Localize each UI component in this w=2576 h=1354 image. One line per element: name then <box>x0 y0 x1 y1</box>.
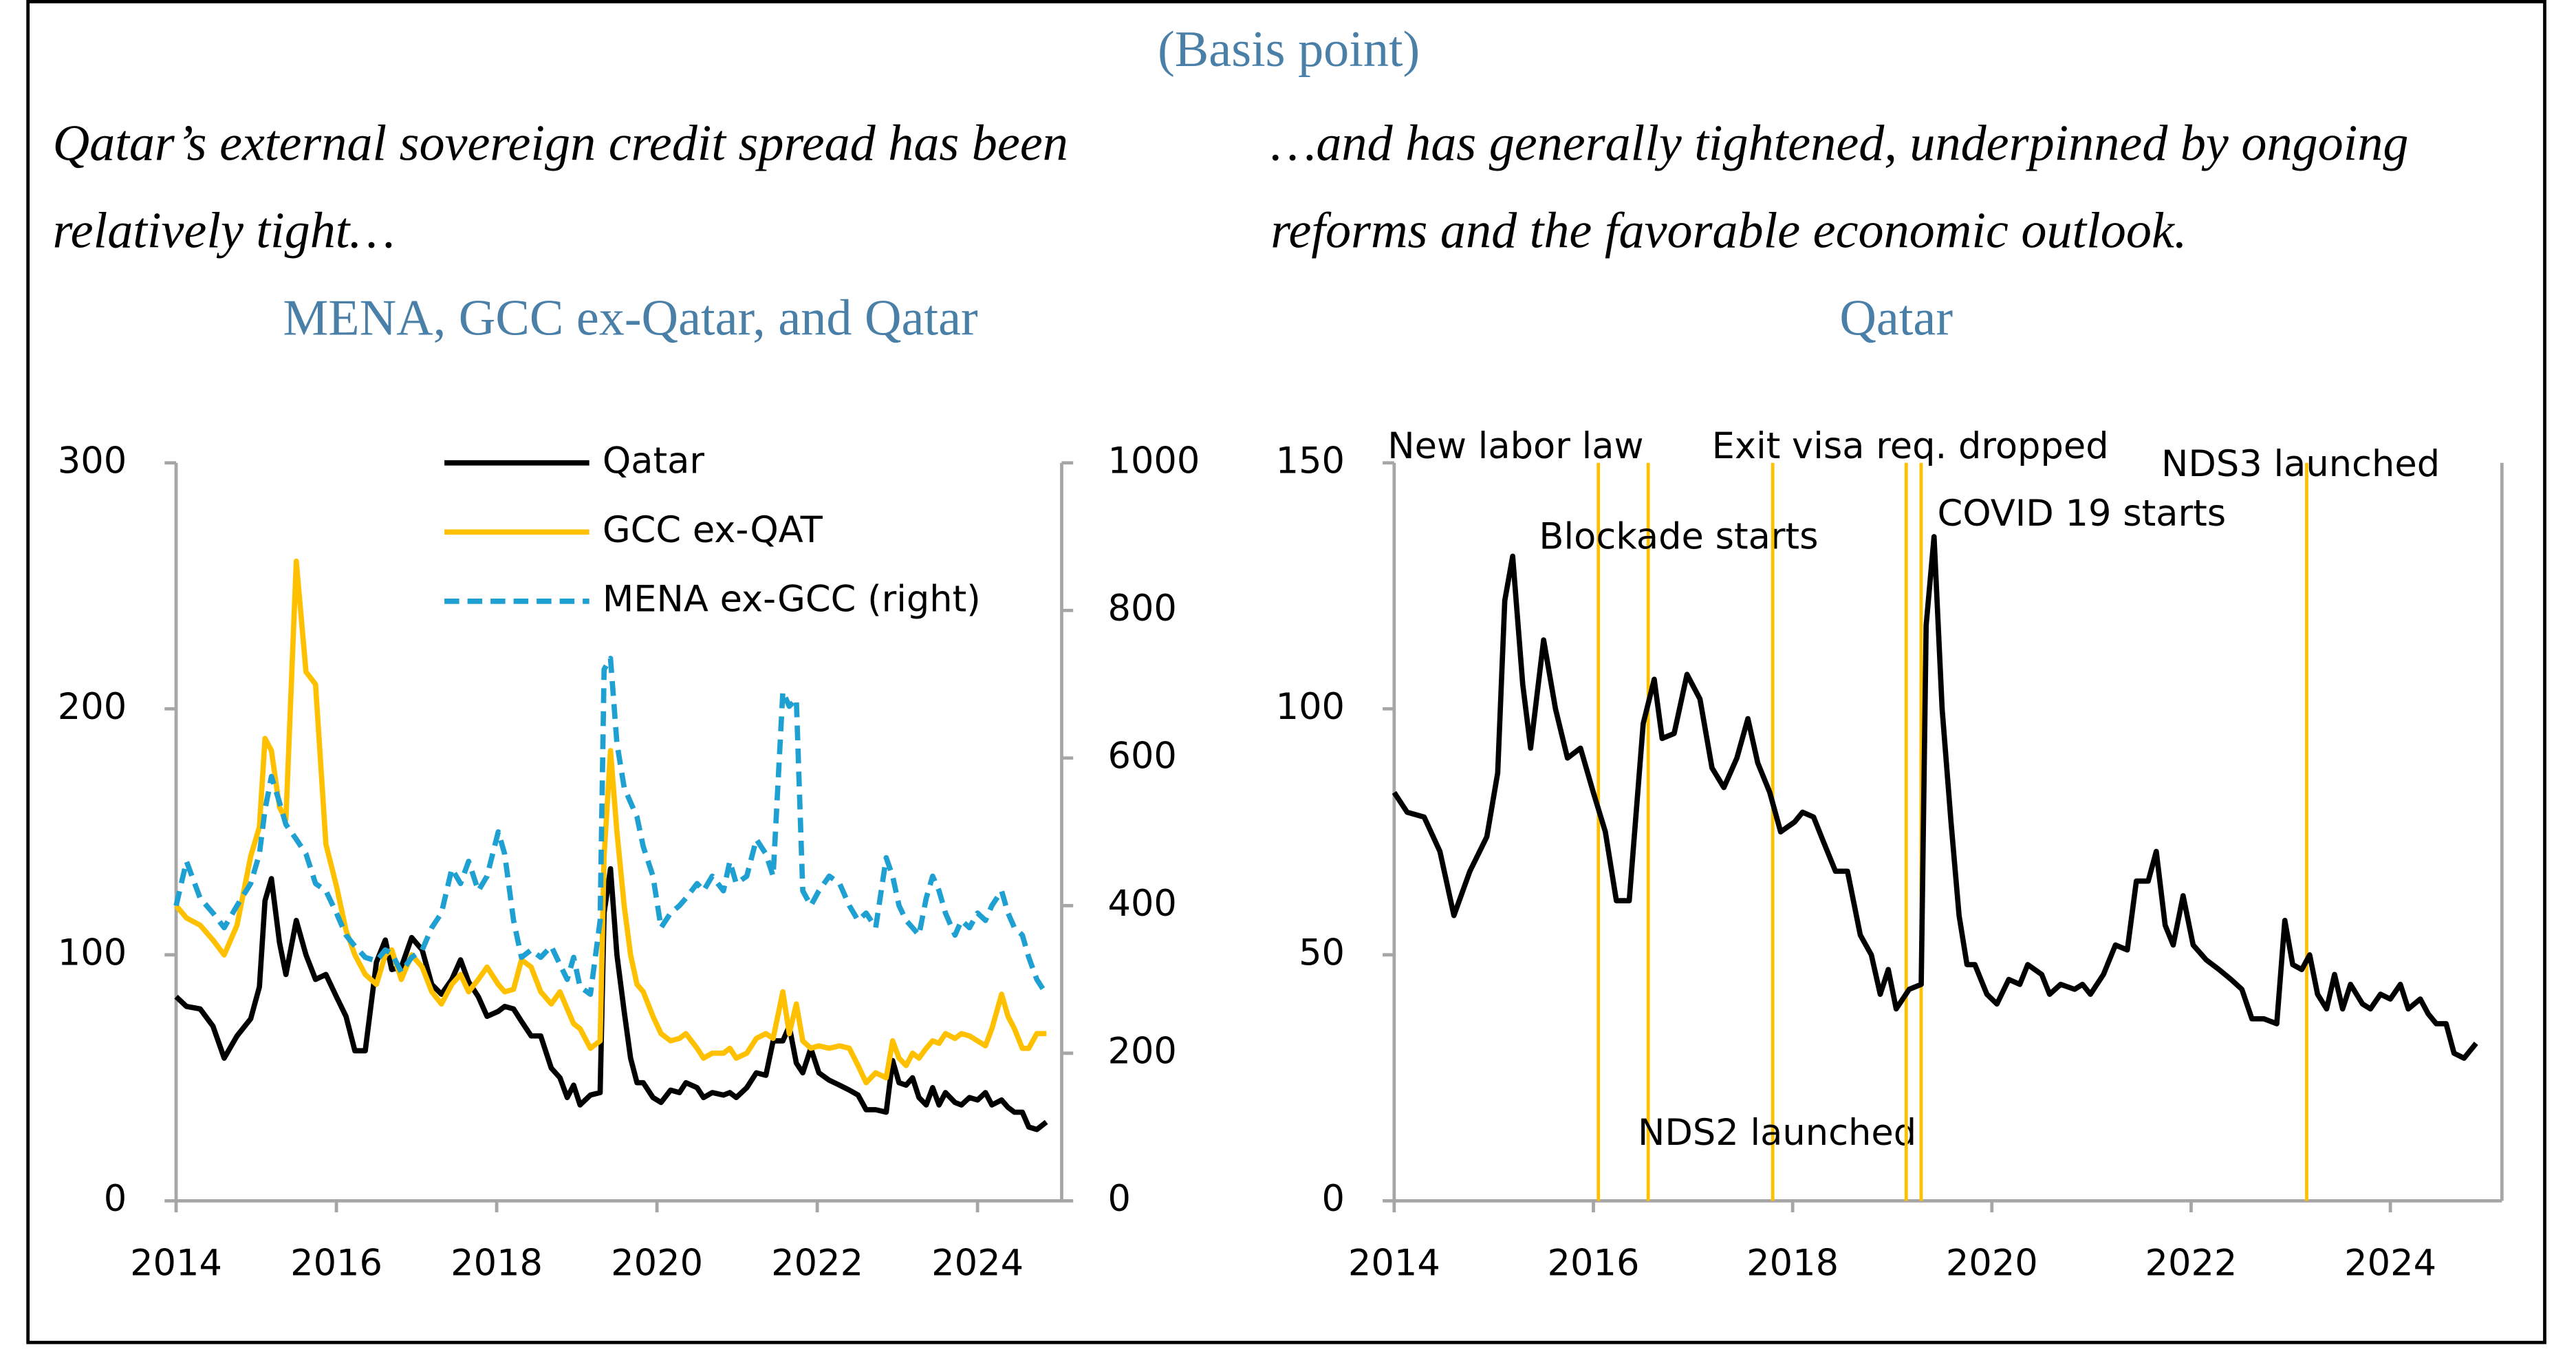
y2-tick-label: 0 <box>1107 1178 1130 1220</box>
chart-title: MENA, GCC ex-Qatar, and Qatar <box>283 290 978 346</box>
x-tick-label: 2020 <box>1946 1242 2038 1284</box>
x-tick-label: 2014 <box>1348 1242 1440 1284</box>
line-series <box>174 558 1047 1086</box>
caption: Qatar’s external sovereign credit spread… <box>53 115 1068 171</box>
event-label: New labor law <box>1387 425 1643 467</box>
x-tick-label: 2024 <box>2344 1242 2436 1284</box>
caption: relatively tight… <box>53 202 396 259</box>
x-tick-label: 2018 <box>1746 1242 1839 1284</box>
event-label: NDS3 launched <box>2161 443 2440 485</box>
frame <box>26 0 2546 1344</box>
y-tick-label: 0 <box>1322 1178 1345 1220</box>
legend-label: GCC ex-QAT <box>603 509 823 551</box>
line-series <box>174 866 1048 1132</box>
x-tick-label: 2016 <box>290 1242 382 1284</box>
x-tick-label: 2020 <box>611 1242 703 1284</box>
caption: reforms and the favorable economic outlo… <box>1270 202 2187 259</box>
y-tick-label: 100 <box>58 932 127 974</box>
legend-label: MENA ex-GCC (right) <box>603 579 981 621</box>
y-tick-label: 300 <box>58 440 127 482</box>
y-tick-label: 50 <box>1299 932 1345 974</box>
event-label: Blockade starts <box>1539 516 1818 558</box>
x-tick-label: 2022 <box>2145 1242 2237 1284</box>
y2-tick-label: 800 <box>1107 588 1176 630</box>
y-tick-label: 150 <box>1276 440 1345 482</box>
y-tick-label: 200 <box>58 686 127 728</box>
legend-label: Qatar <box>603 440 705 482</box>
x-tick-label: 2018 <box>451 1242 543 1284</box>
line-series <box>173 656 1049 997</box>
y-tick-label: 100 <box>1276 686 1345 728</box>
event-label: Exit visa req. dropped <box>1712 425 2109 467</box>
x-tick-label: 2014 <box>130 1242 222 1284</box>
event-label: COVID 19 starts <box>1938 493 2227 535</box>
y-tick-label: 0 <box>104 1178 127 1220</box>
x-tick-label: 2024 <box>931 1242 1024 1284</box>
y2-tick-label: 600 <box>1107 735 1176 777</box>
caption: …and has generally tightened, underpinne… <box>1270 115 2408 171</box>
line-series <box>1392 534 2478 1061</box>
header: (Basis point) <box>1158 21 1420 78</box>
event-label: NDS2 launched <box>1638 1112 1916 1154</box>
x-tick-label: 2022 <box>771 1242 863 1284</box>
chart-title: Qatar <box>1839 290 1953 346</box>
x-tick-label: 2016 <box>1548 1242 1640 1284</box>
y2-tick-label: 1000 <box>1107 440 1200 482</box>
y2-tick-label: 200 <box>1107 1030 1176 1072</box>
y2-tick-label: 400 <box>1107 883 1176 925</box>
